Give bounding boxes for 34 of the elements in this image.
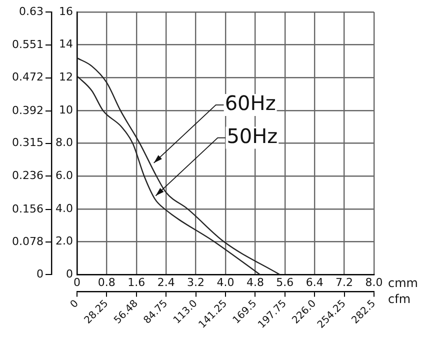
x-tick-label: 0.8 <box>98 276 116 290</box>
y2-tick-label: 0.156 <box>12 202 44 216</box>
x-tick-label: 6.4 <box>306 276 324 290</box>
y2-tick-label: 0 <box>36 267 44 280</box>
y-tick-label: 10 <box>58 103 73 116</box>
y2-tick-label: 0.315 <box>12 136 44 150</box>
x-tick-label: 4.8 <box>246 276 264 290</box>
y-tick-label: 12 <box>58 70 73 84</box>
annotation: 60Hz <box>224 91 276 116</box>
x2-axis-title: cfm <box>388 292 411 306</box>
x-tick-label: 7.2 <box>336 276 354 290</box>
x-tick-label: 2.4 <box>157 276 175 290</box>
line-series <box>76 57 280 275</box>
x-axis-title: cmm <box>388 276 418 290</box>
y-tick-label: 0 <box>66 267 73 280</box>
y2-tick-label: 0.392 <box>12 104 44 118</box>
y-tick-label: 14 <box>58 38 73 51</box>
x-tick-label: 1.6 <box>128 276 146 290</box>
y-tick-label: 4.0 <box>55 202 73 215</box>
annotation: 50Hz <box>226 124 278 148</box>
y2-tick-label: 0.236 <box>12 169 44 182</box>
y-tick-label: 8.0 <box>55 136 73 150</box>
x-tick-label: 4.0 <box>216 276 234 290</box>
y2-tick-label: 0.078 <box>12 234 44 248</box>
x2-tick-label: 0 <box>68 298 81 310</box>
x-tick-label: 5.6 <box>276 276 294 290</box>
y-tick-label: 16 <box>58 4 73 18</box>
y-tick-label: 6.0 <box>55 168 73 182</box>
y2-tick-label: 0.472 <box>12 70 44 84</box>
y2-tick-label: 0.551 <box>12 38 44 51</box>
x-tick-label: 3.2 <box>187 276 205 290</box>
y-tick-label: 2.0 <box>55 234 73 248</box>
y2-tick-label: 0.63 <box>18 4 44 18</box>
x-tick-label: 8.0 <box>365 276 383 290</box>
